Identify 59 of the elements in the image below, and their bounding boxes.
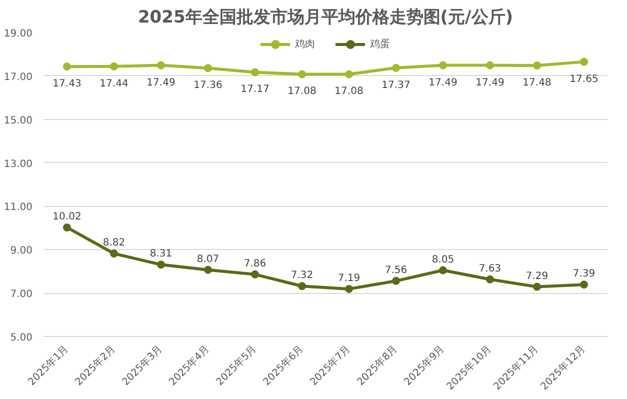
data-label: 17.08 bbox=[334, 86, 364, 98]
point bbox=[298, 282, 306, 290]
data-label: 7.63 bbox=[478, 263, 502, 274]
point bbox=[110, 250, 118, 258]
data-label: 8.31 bbox=[150, 248, 172, 260]
data-label: 7.32 bbox=[290, 270, 314, 282]
point bbox=[345, 284, 353, 293]
data-label: 17.43 bbox=[52, 78, 82, 90]
point bbox=[251, 270, 259, 278]
point bbox=[298, 70, 306, 78]
y-tick-label: 15.00 bbox=[4, 115, 33, 126]
point bbox=[580, 58, 588, 66]
data-label: 7.86 bbox=[244, 258, 266, 270]
y-tick-label: 19.00 bbox=[4, 28, 33, 40]
legend-label: 鸡肉 bbox=[295, 38, 315, 51]
point bbox=[533, 62, 541, 70]
data-label: 7.56 bbox=[384, 264, 408, 276]
chart-title: 2025年全国批发市场月平均价格走势图(元/公斤) bbox=[138, 8, 514, 28]
point bbox=[157, 260, 165, 269]
data-label: 17.49 bbox=[476, 77, 504, 88]
point bbox=[533, 282, 541, 291]
data-label: 17.17 bbox=[240, 84, 270, 96]
point bbox=[157, 61, 165, 70]
y-tick-label: 13.00 bbox=[4, 158, 33, 170]
point bbox=[204, 64, 212, 72]
point bbox=[392, 276, 400, 285]
data-label: 17.48 bbox=[522, 78, 552, 89]
y-tick-label: 5.00 bbox=[10, 332, 32, 344]
point bbox=[110, 62, 118, 70]
point bbox=[345, 70, 353, 78]
data-label: 10.02 bbox=[52, 211, 82, 222]
data-label: 17.08 bbox=[288, 86, 316, 98]
data-label: 17.37 bbox=[382, 80, 410, 91]
y-tick-label: 7.00 bbox=[10, 289, 32, 300]
data-label: 17.36 bbox=[194, 80, 222, 92]
data-label: 8.07 bbox=[196, 254, 220, 265]
data-label: 8.05 bbox=[432, 254, 454, 266]
data-label: 17.49 bbox=[146, 77, 176, 88]
y-tick-label: 11.00 bbox=[4, 202, 33, 214]
data-label: 7.29 bbox=[526, 270, 548, 282]
point bbox=[392, 64, 400, 72]
data-label: 8.82 bbox=[102, 238, 126, 249]
data-label: 17.65 bbox=[570, 74, 598, 85]
point bbox=[439, 61, 447, 70]
y-tick-label: 9.00 bbox=[10, 246, 32, 257]
point bbox=[204, 266, 212, 274]
point bbox=[486, 275, 494, 284]
point bbox=[63, 224, 71, 232]
point bbox=[439, 266, 447, 274]
point bbox=[63, 62, 71, 71]
point bbox=[486, 61, 494, 70]
data-label: 7.39 bbox=[572, 268, 596, 280]
data-label: 17.44 bbox=[100, 78, 128, 90]
data-label: 17.49 bbox=[428, 77, 458, 88]
point bbox=[251, 68, 259, 76]
point bbox=[580, 280, 588, 289]
data-label: 7.19 bbox=[338, 272, 360, 284]
legend-label: 鸡蛋 bbox=[370, 38, 390, 51]
y-tick-label: 17.00 bbox=[4, 72, 33, 83]
